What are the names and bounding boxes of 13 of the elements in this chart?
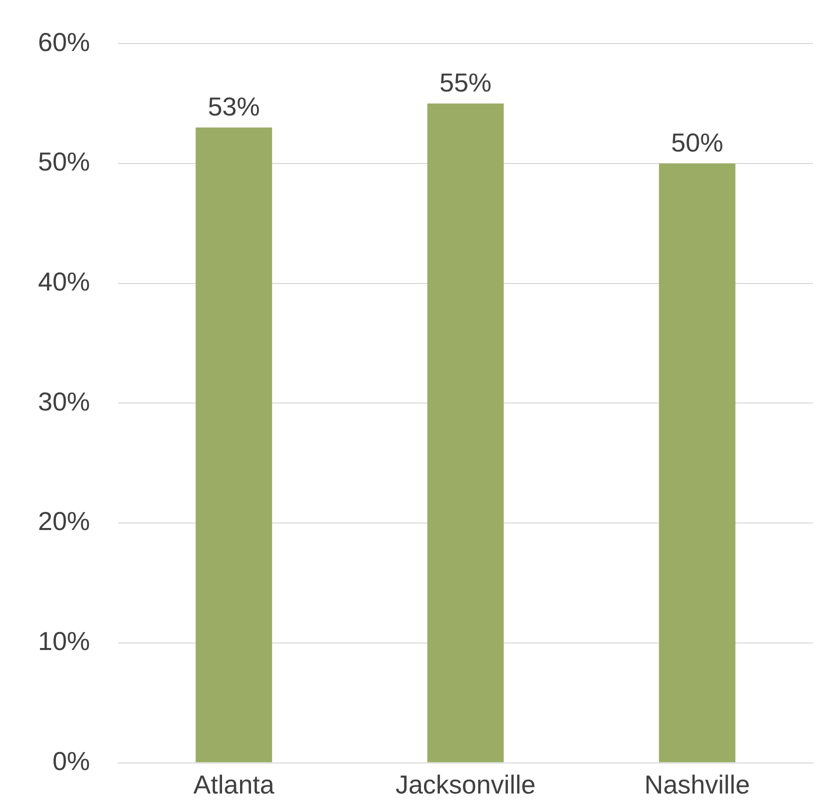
y-tick-label: 10% bbox=[38, 626, 90, 656]
x-tick-label: Jacksonville bbox=[395, 770, 536, 800]
y-tick-label: 40% bbox=[38, 266, 90, 297]
y-tick-label: 30% bbox=[38, 386, 90, 416]
data-label: 53% bbox=[208, 92, 260, 122]
x-tick-label: Atlanta bbox=[193, 770, 275, 800]
y-tick-label: 0% bbox=[52, 746, 90, 776]
y-tick-label: 60% bbox=[38, 26, 90, 57]
x-tick-label: Nashville bbox=[644, 770, 750, 800]
y-tick-label: 50% bbox=[38, 146, 90, 177]
data-label: 55% bbox=[439, 68, 492, 98]
y-tick-label: 20% bbox=[38, 506, 90, 536]
data-label: 50% bbox=[671, 128, 724, 158]
